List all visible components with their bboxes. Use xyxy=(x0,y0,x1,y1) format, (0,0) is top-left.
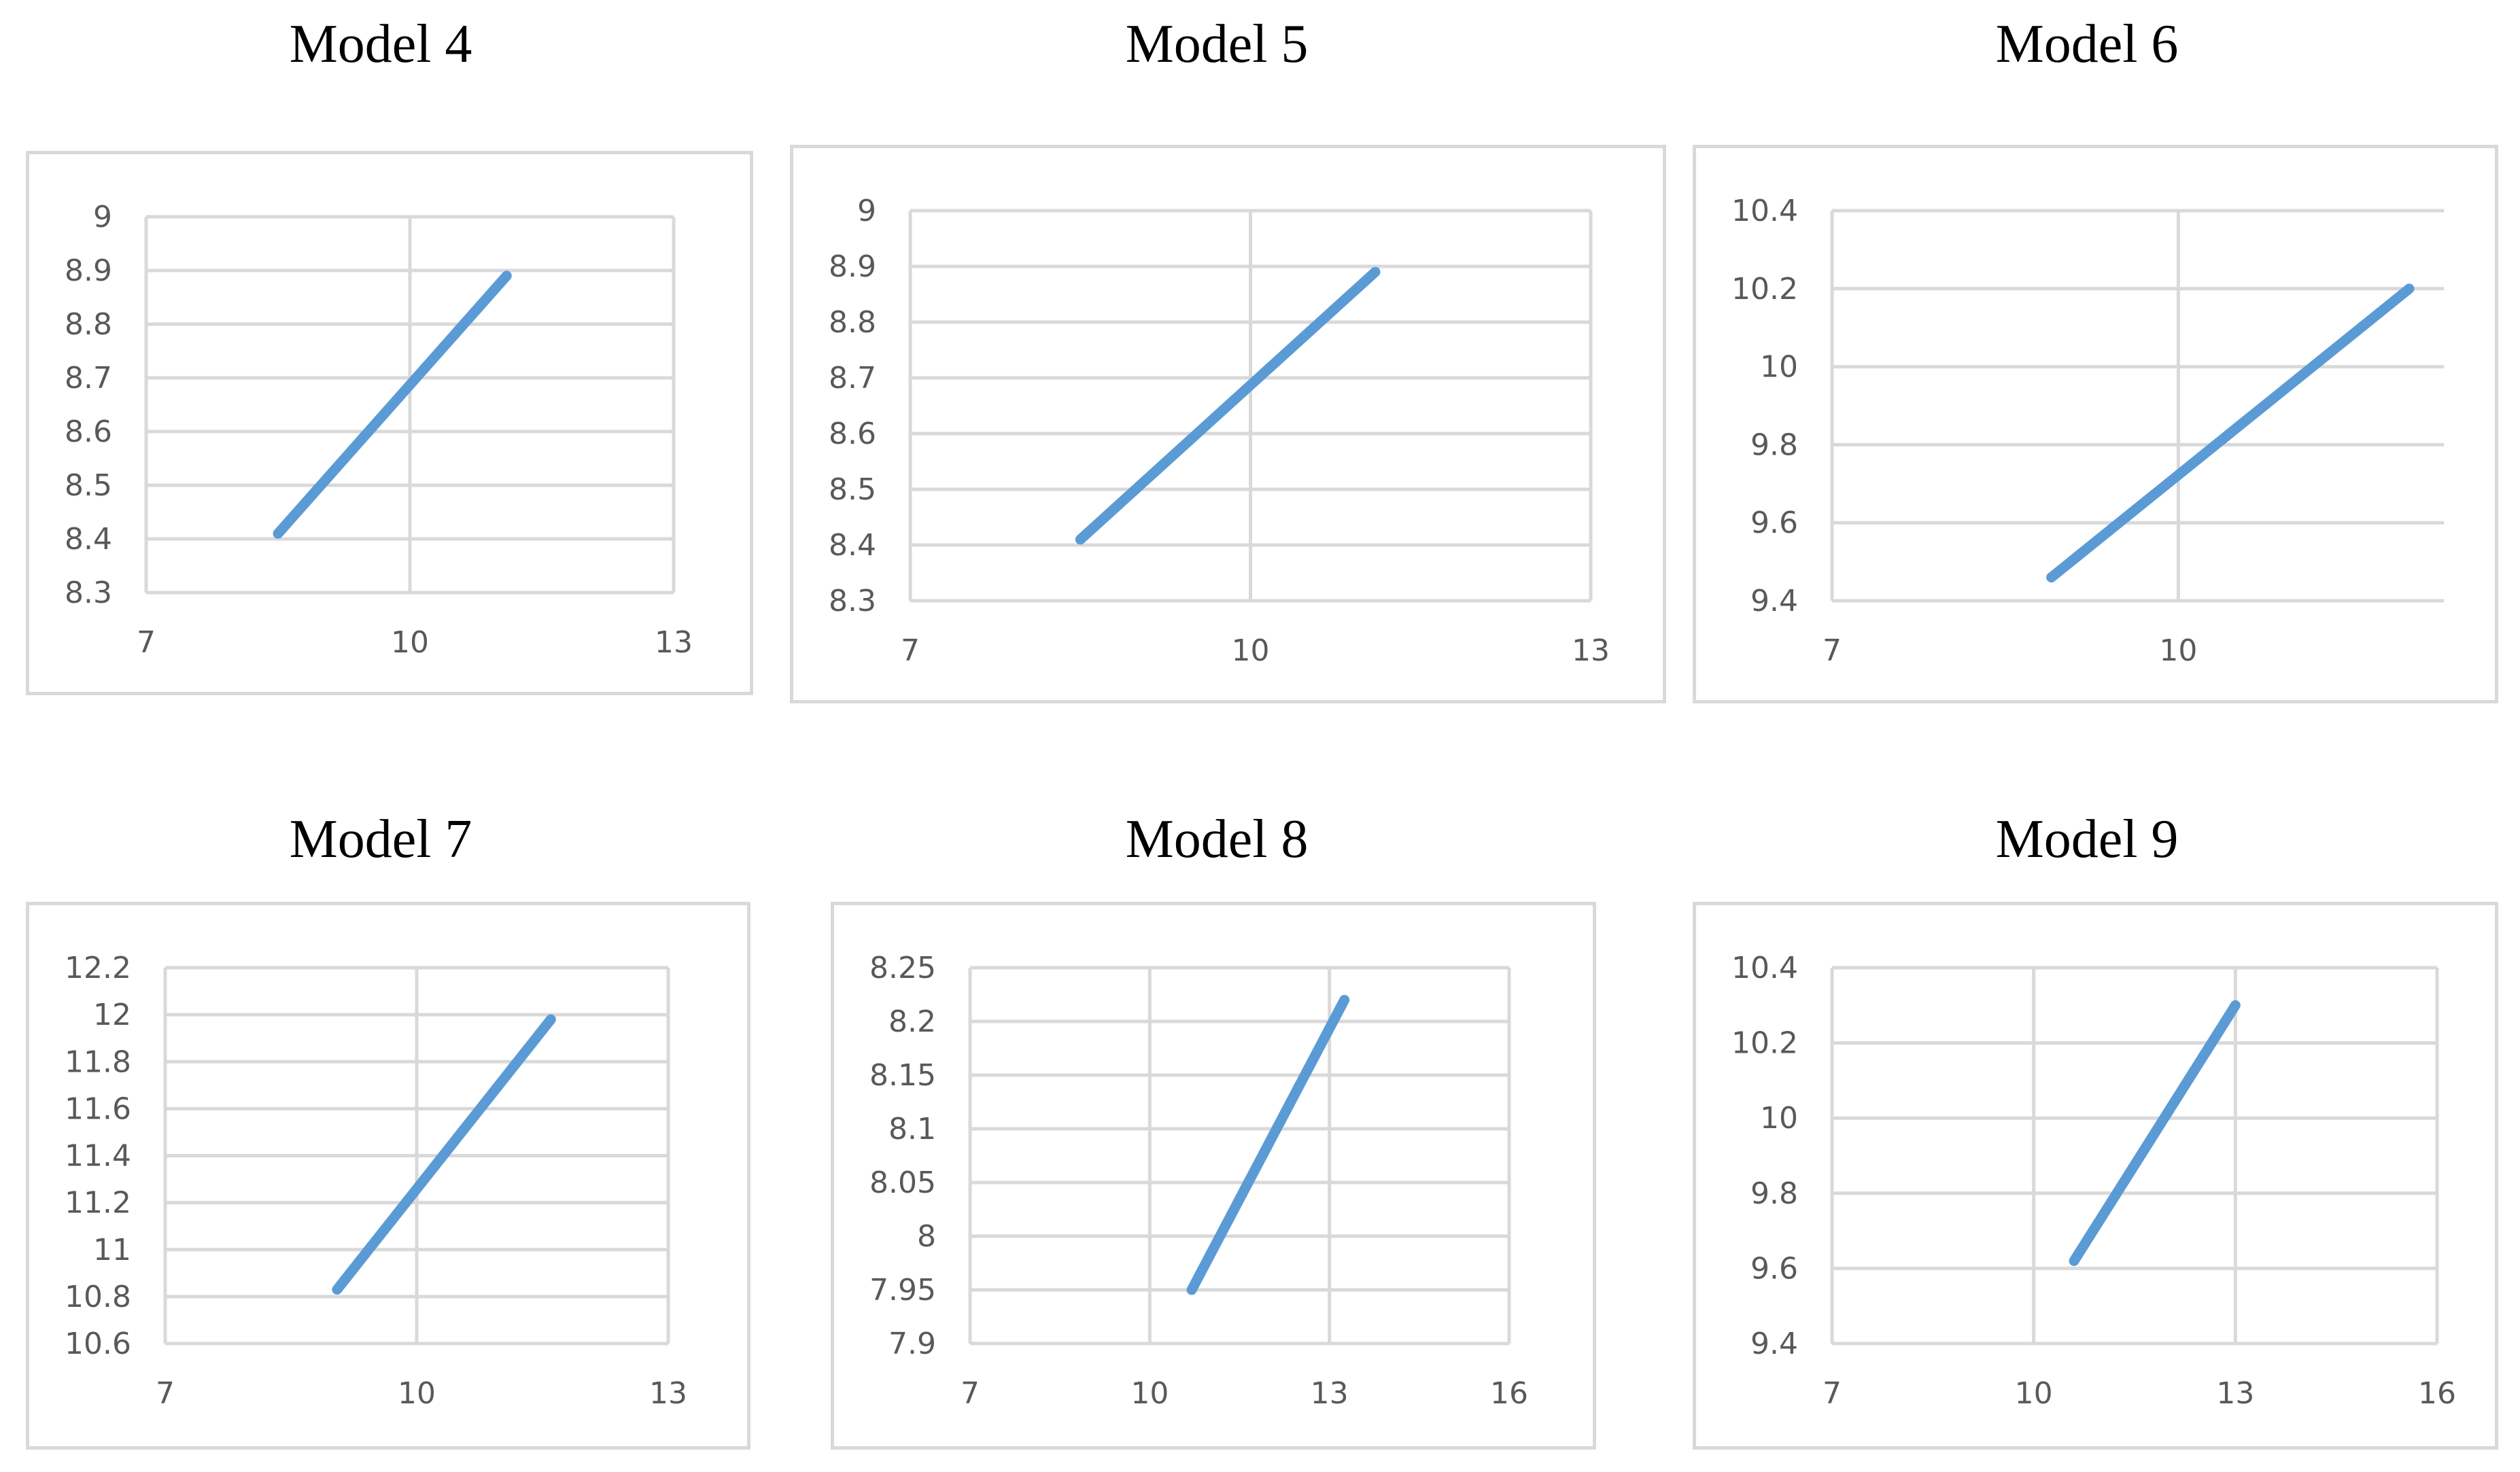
chart-title-model-7: Model 7 xyxy=(289,809,472,869)
chart-title-model-5: Model 5 xyxy=(1125,14,1309,74)
chart-panel-model-4: 8.3 8.4 8.5 8.6 8.7 8.8 8.9 9 7 10 13 xyxy=(26,151,753,695)
line-chart-model-5: 8.3 8.4 8.5 8.6 8.7 8.8 8.9 9 7 10 13 xyxy=(829,194,1610,668)
y-tick-label: 8.1 xyxy=(888,1112,936,1146)
chart-panel-model-7: 10.6 10.8 11 11.2 11.4 11.6 11.8 12 12.2 7 10 13 xyxy=(26,902,750,1450)
y-tick-label: 10 xyxy=(1760,350,1798,385)
y-tick-label: 9.6 xyxy=(1750,1251,1798,1286)
series-line-model-8 xyxy=(1186,994,1350,1295)
y-tick-label: 8.6 xyxy=(65,415,112,449)
x-tick-label: 10 xyxy=(398,1376,436,1411)
y-tick-label: 8.7 xyxy=(65,361,112,396)
line-chart-model-6: 9.4 9.6 9.8 10 10.2 10.4 7 10 xyxy=(1731,194,2444,668)
y-tick-label: 8.9 xyxy=(829,249,876,284)
x-tick-label: 13 xyxy=(1572,633,1610,668)
series-line-model-4 xyxy=(273,270,512,539)
y-tick-label: 11.6 xyxy=(65,1091,131,1126)
x-tick-label: 7 xyxy=(156,1376,175,1411)
y-tick-label: 10.2 xyxy=(1731,1026,1798,1061)
y-tick-label: 8 xyxy=(917,1219,936,1254)
x-tick-label: 7 xyxy=(901,633,920,668)
y-tick-label: 8.25 xyxy=(869,951,936,985)
y-tick-label: 9.6 xyxy=(1750,506,1798,540)
y-tick-label: 8.15 xyxy=(869,1058,936,1093)
x-tick-label: 7 xyxy=(1823,1376,1842,1411)
chart-panel-model-6: 9.4 9.6 9.8 10 10.2 10.4 7 10 xyxy=(1693,145,2498,703)
y-tick-label: 10.8 xyxy=(65,1280,131,1314)
y-tick-label: 9.8 xyxy=(1750,1176,1798,1211)
series-line-model-5 xyxy=(1075,266,1381,545)
line-chart-model-8: 7.9 7.95 8 8.05 8.1 8.15 8.2 8.25 7 10 13 16 xyxy=(869,951,1528,1411)
x-tick-label: 16 xyxy=(1490,1376,1528,1411)
y-tick-label: 10.2 xyxy=(1731,272,1798,306)
y-tick-label: 9 xyxy=(93,200,112,234)
y-tick-label: 8.8 xyxy=(829,305,876,340)
y-tick-label: 8.8 xyxy=(65,307,112,342)
chart-panel-model-9: 9.4 9.6 9.8 10 10.2 10.4 7 10 13 16 xyxy=(1693,902,2498,1450)
y-tick-label: 8.6 xyxy=(829,417,876,451)
y-tick-label: 11 xyxy=(93,1233,131,1267)
chart-panel-model-5: 8.3 8.4 8.5 8.6 8.7 8.8 8.9 9 7 10 13 xyxy=(790,145,1666,703)
x-tick-label: 13 xyxy=(649,1376,687,1411)
y-tick-label: 7.9 xyxy=(888,1327,936,1361)
y-tick-label: 9.4 xyxy=(1750,584,1798,618)
x-tick-label: 13 xyxy=(655,625,693,660)
y-tick-label: 8.3 xyxy=(829,584,876,618)
y-tick-label: 10 xyxy=(1760,1101,1798,1136)
y-tick-label: 10.4 xyxy=(1731,194,1798,228)
chart-title-model-4: Model 4 xyxy=(289,14,472,74)
line-chart-model-4: 8.3 8.4 8.5 8.6 8.7 8.8 8.9 9 7 10 13 xyxy=(65,200,693,660)
y-tick-label: 8.7 xyxy=(829,361,876,396)
x-tick-label: 10 xyxy=(2159,633,2197,668)
y-tick-label: 11.8 xyxy=(65,1045,131,1079)
y-tick-label: 10.6 xyxy=(65,1327,131,1361)
y-tick-label: 12.2 xyxy=(65,951,131,985)
y-tick-label: 9.8 xyxy=(1750,427,1798,462)
x-tick-label: 10 xyxy=(2015,1376,2053,1411)
line-chart-model-9: 9.4 9.6 9.8 10 10.2 10.4 7 10 13 16 xyxy=(1731,951,2456,1411)
y-tick-label: 9 xyxy=(857,194,876,228)
x-tick-label: 10 xyxy=(1232,633,1270,668)
x-tick-label: 10 xyxy=(391,625,429,660)
y-tick-label: 8.4 xyxy=(829,528,876,563)
series-line-model-9 xyxy=(2069,1000,2241,1266)
chart-title-model-6: Model 6 xyxy=(1995,14,2179,74)
x-tick-label: 7 xyxy=(961,1376,980,1411)
series-line-model-6 xyxy=(2046,283,2415,583)
y-tick-label: 9.4 xyxy=(1750,1327,1798,1361)
y-tick-label: 8.05 xyxy=(869,1166,936,1200)
chart-panel-model-8: 7.9 7.95 8 8.05 8.1 8.15 8.2 8.25 7 10 13 16 xyxy=(831,902,1596,1450)
y-tick-label: 8.9 xyxy=(65,253,112,288)
y-tick-label: 8.5 xyxy=(65,468,112,503)
y-tick-label: 12 xyxy=(93,998,131,1032)
x-tick-label: 16 xyxy=(2418,1376,2456,1411)
x-tick-label: 10 xyxy=(1130,1376,1169,1411)
series-line-model-7 xyxy=(332,1014,556,1295)
y-tick-label: 7.95 xyxy=(869,1273,936,1308)
x-tick-label: 7 xyxy=(137,625,156,660)
y-tick-label: 8.4 xyxy=(65,522,112,557)
y-tick-label: 11.2 xyxy=(65,1186,131,1221)
x-tick-label: 13 xyxy=(1311,1376,1349,1411)
x-tick-label: 13 xyxy=(2216,1376,2254,1411)
y-tick-label: 8.2 xyxy=(888,1004,936,1039)
y-tick-label: 8.3 xyxy=(65,576,112,610)
chart-title-model-8: Model 8 xyxy=(1125,809,1309,869)
line-chart-model-7: 10.6 10.8 11 11.2 11.4 11.6 11.8 12 12.2 7 10 13 xyxy=(65,951,687,1411)
y-tick-label: 8.5 xyxy=(829,472,876,507)
y-tick-label: 10.4 xyxy=(1731,951,1798,985)
chart-title-model-9: Model 9 xyxy=(1995,809,2179,869)
y-tick-label: 11.4 xyxy=(65,1139,131,1174)
x-tick-label: 7 xyxy=(1823,633,1842,668)
